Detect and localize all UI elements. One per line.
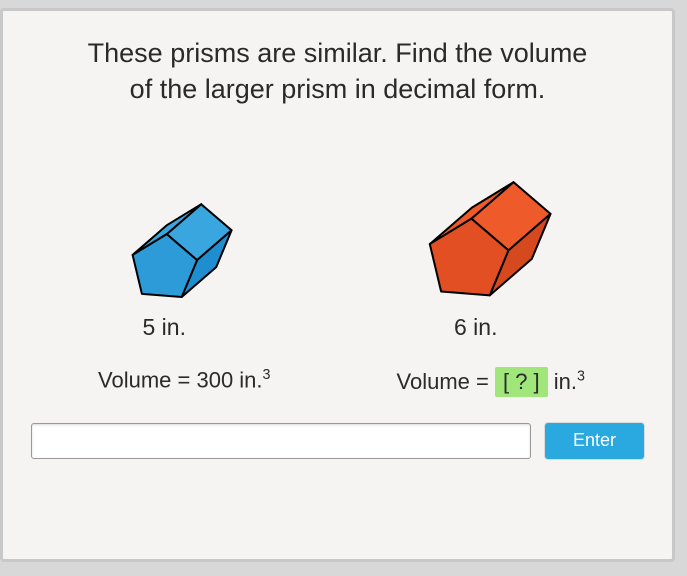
prisms-row: 5 in. 6 in. — [31, 138, 644, 341]
large-volume: Volume = [ ? ] in.3 — [353, 367, 629, 397]
large-prism-icon — [401, 138, 581, 308]
question-line-2: of the larger prism in decimal form. — [130, 74, 546, 104]
large-prism-dim: 6 in. — [454, 314, 497, 341]
input-row: Enter — [31, 423, 644, 459]
large-volume-prefix: Volume = — [397, 369, 495, 394]
small-prism-dim: 5 in. — [143, 314, 186, 341]
large-prism-column: 6 in. — [353, 138, 629, 341]
answer-slot: [ ? ] — [495, 367, 548, 397]
volume-row: Volume = 300 in.3 Volume = [ ? ] in.3 — [31, 367, 644, 397]
large-volume-suffix: in. — [548, 369, 577, 394]
small-vol-exp: 3 — [263, 367, 271, 383]
question-text: These prisms are similar. Find the volum… — [31, 35, 644, 108]
large-vol-exp: 3 — [577, 369, 585, 385]
question-line-1: These prisms are similar. Find the volum… — [88, 38, 588, 68]
small-prism-icon — [109, 168, 259, 308]
problem-card: These prisms are similar. Find the volum… — [0, 8, 675, 562]
answer-input[interactable] — [31, 423, 531, 459]
small-volume-text: Volume = 300 in. — [98, 367, 263, 392]
small-volume: Volume = 300 in.3 — [46, 367, 322, 397]
enter-button[interactable]: Enter — [545, 423, 644, 459]
small-prism-column: 5 in. — [46, 168, 322, 341]
